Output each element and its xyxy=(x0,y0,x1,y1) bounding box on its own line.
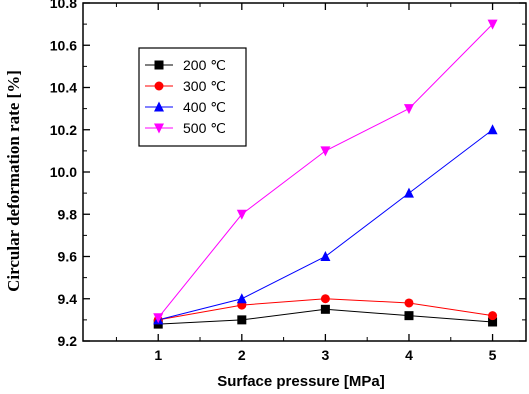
x-tick-label: 5 xyxy=(489,347,497,363)
legend-label: 500 ℃ xyxy=(183,120,226,136)
legend-entry: 300 ℃ xyxy=(145,78,226,94)
data-point xyxy=(487,19,498,30)
y-tick-label: 10.6 xyxy=(50,37,77,53)
data-point xyxy=(320,294,330,304)
data-point xyxy=(487,124,498,135)
data-point xyxy=(236,293,247,304)
legend-label: 300 ℃ xyxy=(183,78,226,94)
x-tick-label: 3 xyxy=(321,347,329,363)
axes: 9.2 9.4 9.6 9.8 10.0 10.2 10.4 10.6 10.8 1 2 3 4 5 xyxy=(50,0,527,363)
legend-swatch-marker xyxy=(154,123,164,134)
data-point xyxy=(153,313,164,324)
legend-label: 400 ℃ xyxy=(183,99,226,115)
series-2 xyxy=(153,124,498,325)
data-point xyxy=(320,146,331,157)
data-point xyxy=(320,251,331,261)
x-tick-label: 1 xyxy=(154,347,162,363)
y-tick-label: 9.4 xyxy=(58,291,78,307)
legend-entry: 200 ℃ xyxy=(145,57,226,73)
data-point xyxy=(403,104,414,115)
data-point xyxy=(404,311,414,321)
y-tick-label: 10.0 xyxy=(50,164,77,180)
y-tick-label: 9.8 xyxy=(58,206,78,222)
legend-swatch-marker xyxy=(154,101,164,112)
data-point xyxy=(488,317,498,327)
legend-label: 200 ℃ xyxy=(183,57,226,73)
y-tick-label: 10.8 xyxy=(50,0,77,11)
legend-swatch-marker xyxy=(154,60,164,70)
x-axis-title: Surface pressure [MPa] xyxy=(217,373,385,390)
data-point xyxy=(320,304,330,314)
y-tick-label: 10.4 xyxy=(50,80,77,96)
data-point xyxy=(404,298,414,308)
x-tick-label: 4 xyxy=(405,347,413,363)
y-tick-label: 9.6 xyxy=(58,249,78,265)
y-tick-label: 9.2 xyxy=(58,333,78,349)
x-tick-label: 2 xyxy=(238,347,246,363)
legend: 200 ℃ 300 ℃ 400 ℃ 500 ℃ xyxy=(138,47,247,147)
legend-swatch-marker xyxy=(154,81,164,91)
series-line xyxy=(158,129,493,321)
data-point xyxy=(237,315,247,325)
data-point xyxy=(488,311,498,321)
data-point xyxy=(236,209,247,220)
legend-entry: 500 ℃ xyxy=(145,120,226,136)
data-point xyxy=(403,187,414,198)
series-3 xyxy=(153,19,498,324)
series-layer xyxy=(153,19,498,329)
legend-entry: 400 ℃ xyxy=(145,99,226,115)
y-tick-label: 10.2 xyxy=(50,122,77,138)
y-axis-title: Circular deformation rate [%] xyxy=(4,70,23,292)
